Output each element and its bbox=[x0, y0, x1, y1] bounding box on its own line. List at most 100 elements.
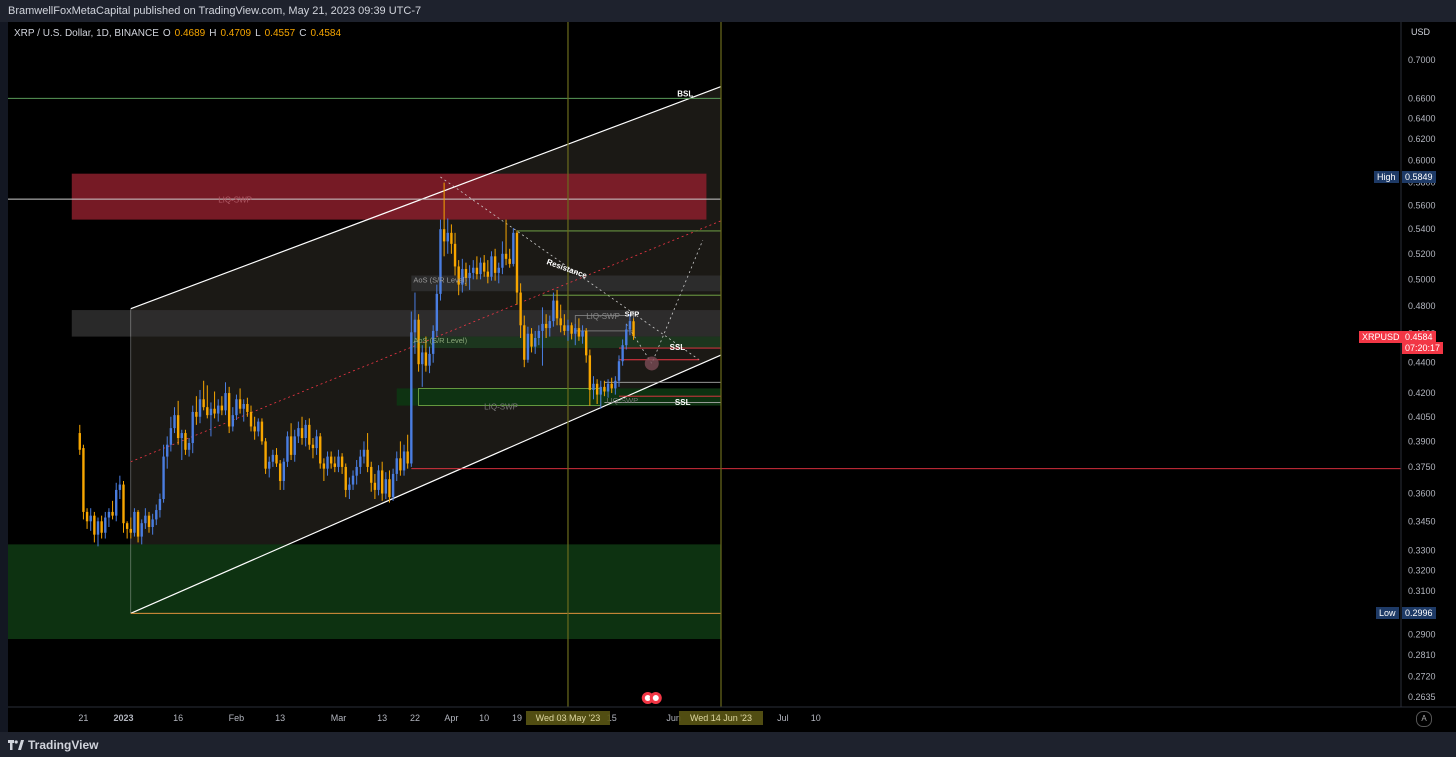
price-tick-label: 0.3300 bbox=[1408, 545, 1436, 555]
price-tick-label: 0.4050 bbox=[1408, 412, 1436, 422]
candle-body bbox=[439, 229, 442, 294]
candle bbox=[202, 380, 205, 411]
candle bbox=[428, 346, 431, 374]
candle-body bbox=[570, 325, 573, 334]
candle-body bbox=[158, 499, 162, 511]
candle bbox=[329, 451, 333, 469]
ohlc-legend: XRP / U.S. Dollar, 1D, BINANCE O 0.4689 H… bbox=[14, 28, 341, 39]
annotation-label-4: AoS (S/R Level) bbox=[413, 336, 467, 345]
time-tick-label: Mar bbox=[331, 713, 347, 723]
candle bbox=[147, 511, 151, 533]
candle-body bbox=[133, 511, 136, 533]
candle bbox=[424, 336, 428, 372]
auto-scale-button[interactable]: A bbox=[1416, 711, 1432, 727]
candle bbox=[89, 508, 92, 531]
candle bbox=[268, 456, 271, 478]
candle-body bbox=[282, 461, 286, 481]
candle bbox=[253, 416, 256, 440]
candle bbox=[388, 470, 391, 503]
candle-body bbox=[584, 330, 588, 356]
candle bbox=[537, 325, 541, 346]
candle-body bbox=[453, 243, 457, 267]
symbol-label: XRP / U.S. Dollar, 1D, BINANCE bbox=[14, 28, 159, 39]
annotation-label-8: LIQ-SWP bbox=[484, 403, 518, 412]
candle-body bbox=[322, 463, 326, 469]
candle bbox=[187, 438, 191, 457]
candle-body bbox=[333, 463, 337, 467]
candle-body bbox=[235, 399, 238, 416]
time-tick-label: 10 bbox=[479, 713, 489, 723]
zone-demand bbox=[8, 544, 722, 640]
candle-body bbox=[118, 484, 122, 490]
price-tick-label: 0.5200 bbox=[1408, 249, 1436, 259]
candle-body bbox=[337, 456, 340, 467]
candle bbox=[173, 407, 176, 434]
close-label: C bbox=[299, 28, 307, 39]
candle-body bbox=[515, 232, 519, 293]
candle-body bbox=[563, 325, 566, 331]
top-bar: BramwellFoxMetaCapital published on Trad… bbox=[0, 0, 1456, 22]
candle-body bbox=[198, 399, 202, 417]
price-tick-label: 0.3200 bbox=[1408, 565, 1436, 575]
candles-layer bbox=[78, 182, 635, 547]
candle-body bbox=[508, 258, 511, 264]
candle bbox=[315, 429, 318, 455]
low-tag: Low bbox=[1376, 607, 1399, 619]
candle bbox=[246, 397, 249, 417]
candle-body bbox=[428, 353, 431, 366]
candle bbox=[581, 325, 584, 344]
candle-body bbox=[493, 256, 497, 273]
candle-body bbox=[526, 333, 530, 360]
candle bbox=[169, 416, 173, 452]
candle-body bbox=[297, 428, 300, 437]
candle bbox=[151, 513, 154, 535]
candle bbox=[176, 400, 180, 445]
chart-area[interactable]: BSL LIQ-SWP Resistance AoS (S/R Level) AoS (… bbox=[8, 22, 1456, 732]
time-tick-label: 19 bbox=[512, 713, 522, 723]
time-tick-label: Jul bbox=[777, 713, 789, 723]
candle bbox=[264, 438, 267, 474]
candle-body bbox=[603, 386, 606, 392]
annotation-label-3: AoS (S/R Level) bbox=[413, 276, 467, 285]
candle bbox=[297, 421, 300, 444]
candle-body bbox=[238, 399, 242, 409]
candle-body bbox=[504, 253, 508, 259]
time-tick-label: Apr bbox=[444, 713, 458, 723]
open-label: O bbox=[162, 28, 171, 39]
high-label: H bbox=[209, 28, 217, 39]
candle-body bbox=[224, 393, 227, 411]
candle-body bbox=[144, 515, 147, 524]
candle-body bbox=[129, 528, 132, 533]
candle-body bbox=[340, 456, 344, 467]
price-tick-label: 0.6200 bbox=[1408, 134, 1436, 144]
candle bbox=[373, 473, 377, 500]
candle bbox=[617, 355, 621, 387]
candle bbox=[133, 508, 136, 537]
candle-body bbox=[577, 328, 581, 337]
candle bbox=[289, 423, 293, 461]
candle bbox=[351, 470, 355, 490]
candle bbox=[311, 438, 315, 459]
candle-body bbox=[176, 415, 180, 439]
candle bbox=[621, 339, 624, 366]
candle-body bbox=[468, 272, 471, 279]
candle bbox=[570, 322, 573, 340]
high-value: 0.4709 bbox=[220, 28, 252, 39]
candle bbox=[472, 260, 475, 280]
candle-body bbox=[555, 300, 559, 319]
candle-body bbox=[359, 456, 362, 467]
time-tick-label: 13 bbox=[377, 713, 387, 723]
candle-body bbox=[421, 352, 424, 365]
candle-body bbox=[173, 415, 176, 429]
candle-body bbox=[96, 521, 100, 535]
date-marker-label-1: Wed 14 Jun '23 bbox=[690, 713, 752, 723]
candle-body bbox=[227, 393, 231, 427]
price-axis-bg bbox=[1401, 22, 1456, 707]
candle bbox=[410, 311, 413, 467]
candle-body bbox=[257, 421, 260, 432]
candle bbox=[595, 379, 599, 405]
annotation-label-5: LIQ-SWP bbox=[586, 312, 620, 321]
tradingview-logo[interactable]: TradingView bbox=[8, 738, 98, 752]
zone-liq bbox=[71, 173, 707, 220]
